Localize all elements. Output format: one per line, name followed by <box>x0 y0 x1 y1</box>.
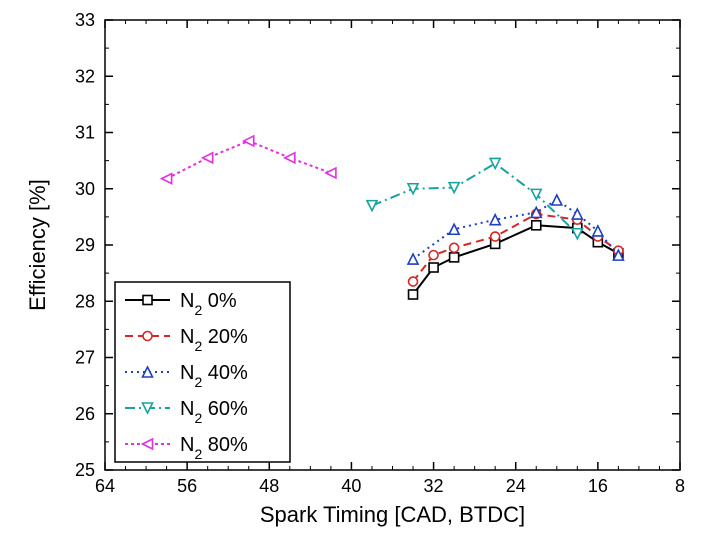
efficiency-vs-spark-timing-chart: 64 56 48 40 32 24 16 8 25 26 27 28 29 30 31 32 33 Spark T… <box>0 0 708 550</box>
chart-container: 64 56 48 40 32 24 16 8 25 26 27 28 29 30 31 32 33 Spark T… <box>0 0 708 550</box>
svg-text:32: 32 <box>424 476 444 496</box>
svg-text:30: 30 <box>75 179 95 199</box>
svg-text:16: 16 <box>588 476 608 496</box>
svg-text:Efficiency [%]: Efficiency [%] <box>25 179 50 311</box>
svg-text:N2 40%: N2 40% <box>180 362 248 390</box>
svg-text:31: 31 <box>75 123 95 143</box>
svg-text:Spark Timing [CAD, BTDC]: Spark Timing [CAD, BTDC] <box>260 502 525 527</box>
svg-text:27: 27 <box>75 348 95 368</box>
svg-text:24: 24 <box>506 476 526 496</box>
svg-text:64: 64 <box>95 476 115 496</box>
svg-text:N2 80%: N2 80% <box>180 434 248 462</box>
svg-text:25: 25 <box>75 460 95 480</box>
svg-text:32: 32 <box>75 66 95 86</box>
svg-text:28: 28 <box>75 291 95 311</box>
svg-text:26: 26 <box>75 404 95 424</box>
svg-text:48: 48 <box>259 476 279 496</box>
svg-text:N2 0%: N2 0% <box>180 290 237 318</box>
svg-text:33: 33 <box>75 10 95 30</box>
svg-text:N2 60%: N2 60% <box>180 398 248 426</box>
svg-text:N2 20%: N2 20% <box>180 326 248 354</box>
svg-text:40: 40 <box>341 476 361 496</box>
svg-text:29: 29 <box>75 235 95 255</box>
svg-text:56: 56 <box>177 476 197 496</box>
svg-text:8: 8 <box>675 476 685 496</box>
